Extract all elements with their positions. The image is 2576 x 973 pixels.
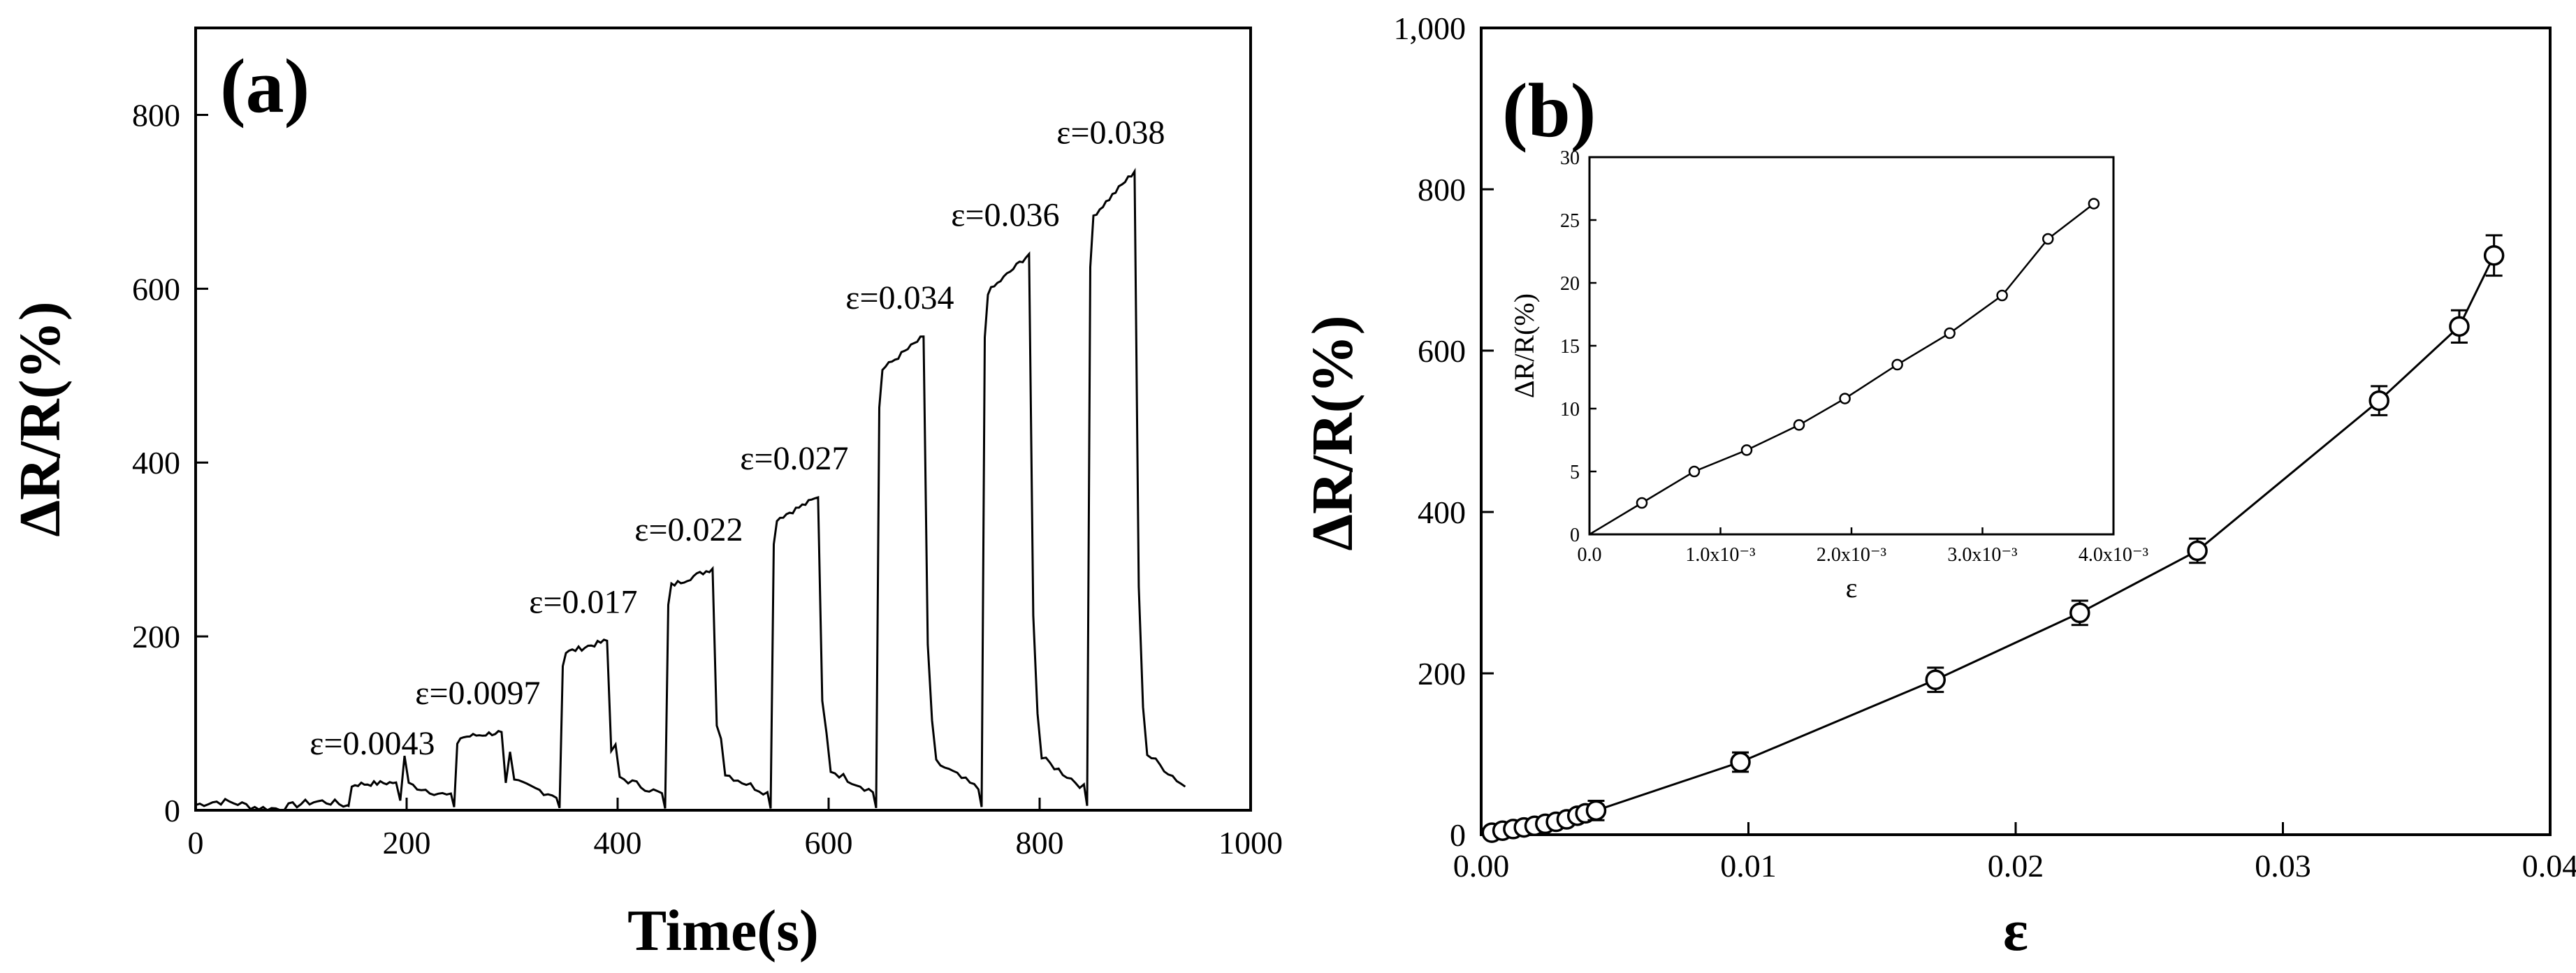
panel-a-xtick-label: 600 <box>805 825 853 861</box>
inset-frame <box>1588 156 2115 536</box>
inset-ytick-label: 10 <box>1560 399 1580 420</box>
panel-a-strain-annotation: ε=0.0097 <box>415 675 540 712</box>
panel-a-ytick-label: 400 <box>132 445 180 481</box>
inset-ytick-label: 5 <box>1570 462 1580 483</box>
panel-a-xtick-label: 200 <box>383 825 431 861</box>
inset-ylabel: ΔR/R(%) <box>1508 293 1540 398</box>
panel-a-xtick-label: 400 <box>594 825 642 861</box>
panel-b-ytick-label: 600 <box>1418 333 1466 369</box>
panel-b-inset: 0.0 1.0x10⁻³ 2.0x10⁻³ 3.0x10⁻³ 4.0x10⁻³ 0 5 10… <box>1508 147 2148 603</box>
panel-a-strain-annotation: ε=0.0043 <box>310 725 435 762</box>
panel-b-data-point <box>2069 602 2090 624</box>
inset-xtick-label: 0.0 <box>1578 544 1602 566</box>
inset-data-point <box>1688 465 1701 478</box>
panel-a-strain-annotation: ε=0.017 <box>529 583 637 620</box>
panel-a-xlabel: Time(s) <box>627 898 819 963</box>
panel-a-ytick-label: 800 <box>132 97 180 133</box>
panel-a-ylabel: ΔR/R(%) <box>8 301 73 536</box>
panel-a-xtick-label: 800 <box>1016 825 1064 861</box>
inset-xtick-label: 3.0x10⁻³ <box>1947 544 2017 566</box>
inset-data-point <box>1996 289 2008 302</box>
inset-data-point <box>2042 233 2054 245</box>
inset-data-point <box>1793 419 1805 431</box>
inset-ytick-label: 30 <box>1560 147 1580 169</box>
inset-data-point <box>1636 497 1648 509</box>
inset-xtick-label: 4.0x10⁻³ <box>2079 544 2148 566</box>
panel-a-ytick-label: 600 <box>132 271 180 307</box>
panel-b-ytick-label: 800 <box>1418 172 1466 207</box>
panel-a-strain-annotation: ε=0.027 <box>740 440 848 477</box>
panel-a-label: (a) <box>220 43 310 129</box>
inset-ytick-label: 15 <box>1560 336 1580 358</box>
panel-a-xtick-label: 1000 <box>1218 825 1283 861</box>
panel-b-data-point <box>1925 669 1946 690</box>
inset-xlabel: ε <box>1846 572 1858 603</box>
panel-b-data-point <box>2368 390 2389 411</box>
panel-b-ytick-label: 400 <box>1418 495 1466 530</box>
panel-b-ylabel: ΔR/R(%) <box>1300 315 1365 550</box>
panel-b-xtick-label: 0.03 <box>2255 848 2311 884</box>
inset-data-point <box>1740 444 1753 456</box>
inset-xtick-label: 1.0x10⁻³ <box>1685 544 1755 566</box>
inset-ytick-label: 25 <box>1560 210 1580 232</box>
panel-b-xtick-label: 0.01 <box>1720 848 1777 884</box>
panel-b-data-point <box>1730 752 1751 773</box>
panel-a-ytick-label: 200 <box>132 619 180 654</box>
inset-data-point <box>2088 198 2100 210</box>
panel-a-strain-annotation: ε=0.036 <box>951 197 1059 234</box>
panel-b-data-point <box>2187 540 2208 562</box>
panel-b-label: (b) <box>1502 68 1596 153</box>
panel-a-frame <box>194 27 1252 812</box>
panel-a-strain-annotation: ε=0.038 <box>1056 114 1165 151</box>
inset-ytick-label: 0 <box>1570 525 1580 546</box>
panel-b-xtick-label: 0.02 <box>1988 848 2044 884</box>
panel-b-xlabel: ε <box>2003 898 2028 963</box>
inset-data-point <box>1839 393 1851 404</box>
panel-b-ytick-label: 200 <box>1418 656 1466 692</box>
inset-data-point <box>1944 327 1956 339</box>
panel-b-data-point <box>2483 244 2505 266</box>
panel-b-data-point <box>1585 800 1607 821</box>
panel-a-strain-annotation: ε=0.034 <box>845 279 954 316</box>
panel-a-ytick-label: 0 <box>164 793 180 828</box>
panel-a-strain-annotation: ε=0.022 <box>634 511 743 548</box>
inset-xtick-label: 2.0x10⁻³ <box>1817 544 1886 566</box>
panel-b-xtick-label: 0.00 <box>1453 848 1510 884</box>
inset-ytick-label: 20 <box>1560 273 1580 295</box>
panel-b-ytick-label: 0 <box>1450 817 1466 853</box>
inset-data-point <box>1891 358 1903 371</box>
panel-a-signal-line <box>194 168 1186 812</box>
panel-a-xtick-label: 0 <box>188 825 204 861</box>
panel-b-xtick-label: 0.04 <box>2522 848 2576 884</box>
panel-b-ytick-label: 1,000 <box>1394 10 1467 46</box>
panel-a: 0 200 400 600 800 1000 0 200 400 600 800 ε=0.0043… <box>8 27 1283 963</box>
panel-b: 0.00 0.01 0.02 0.03 0.04 02004006008001,000 … <box>1300 10 2576 963</box>
panel-b-data-point <box>2449 316 2470 337</box>
